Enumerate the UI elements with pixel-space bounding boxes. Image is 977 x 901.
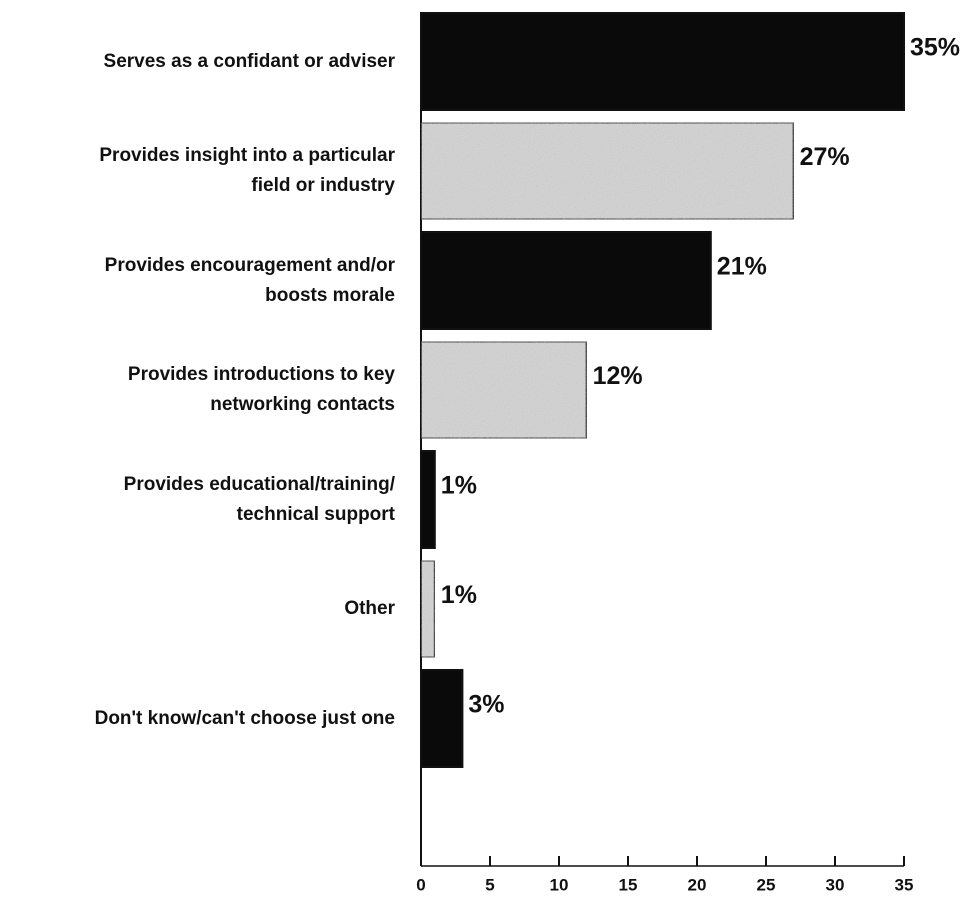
category-label: Provides insight into a particular field… — [99, 145, 395, 196]
category-label: Other — [344, 598, 395, 619]
x-tick-label: 20 — [688, 875, 707, 894]
data-label: 3% — [468, 691, 504, 719]
bar — [420, 669, 464, 768]
bar — [420, 121, 795, 221]
data-label: 21% — [717, 253, 767, 281]
bar — [420, 559, 436, 659]
x-tick-label: 5 — [485, 875, 494, 894]
bar — [420, 340, 588, 440]
x-tick-label: 15 — [619, 875, 638, 894]
data-label: 27% — [800, 143, 850, 171]
category-label: Serves as a confidant or adviser — [103, 50, 395, 72]
data-label: 35% — [910, 34, 960, 62]
category-label: Provides educational/training/ technical… — [123, 473, 395, 525]
data-label: 1% — [441, 472, 477, 500]
x-tick-label: 25 — [757, 875, 776, 894]
bar — [420, 12, 905, 111]
data-label: 1% — [441, 581, 477, 609]
x-tick-label: 0 — [416, 875, 425, 894]
x-tick-label: 35 — [895, 875, 914, 894]
category-label: Don't know/can't choose just one — [94, 707, 395, 729]
bar — [420, 231, 712, 330]
x-tick-label: 30 — [826, 875, 845, 894]
category-label: Provides encouragement and/or boosts mor… — [104, 254, 395, 306]
category-label: Provides introductions to key networking… — [127, 364, 395, 415]
x-tick-label: 10 — [550, 875, 569, 894]
bar — [420, 450, 436, 549]
data-label: 12% — [593, 362, 643, 390]
